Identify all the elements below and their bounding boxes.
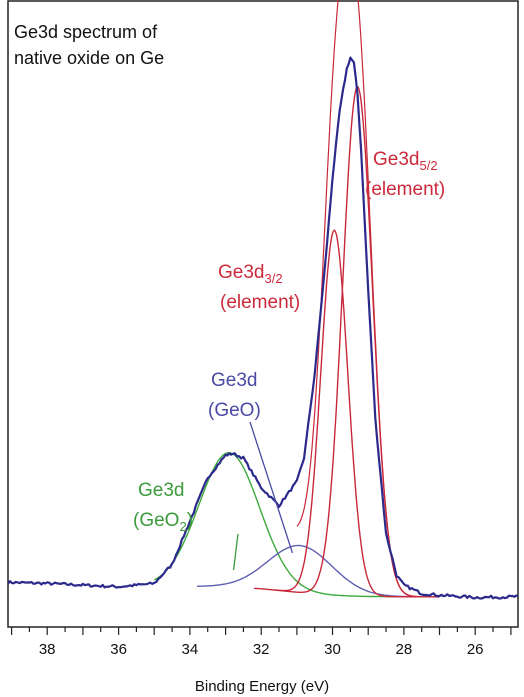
annotation-d52-main: Ge3d: [373, 149, 419, 170]
series-fit-envelope: [296, 0, 418, 598]
pointer-line-geo: [249, 421, 294, 554]
annotation-d32-main: Ge3d: [218, 262, 264, 283]
series-measured-spectrum: [7, 56, 519, 600]
chart-title-line-2: native oxide on Ge: [14, 48, 164, 68]
annotation-geo2-main: (GeO: [133, 510, 179, 531]
annotation-d32-sub: 3/2: [264, 271, 282, 286]
annotation-geo-line1: Ge3d: [211, 370, 257, 391]
annotation-geo2-line2: (GeO2): [133, 510, 193, 534]
x-axis-label: Binding Energy (eV): [195, 678, 329, 695]
pointer-lines: [232, 421, 294, 571]
annotation-geo2-tail: ): [187, 510, 193, 531]
x-tick-label: 28: [396, 641, 413, 658]
x-axis: 38 36 34 32 30 28 26: [11, 627, 512, 658]
annotation-d52-sub: 5/2: [419, 158, 437, 173]
x-tick-label: 26: [467, 641, 484, 658]
chart-title-line-1: Ge3d spectrum of: [14, 22, 158, 42]
x-tick-label: 32: [253, 641, 270, 658]
x-tick-label: 36: [110, 641, 127, 658]
x-tick-label: 30: [324, 641, 341, 658]
plot-frame: [7, 0, 519, 628]
annotation-d52-line2: (element): [365, 179, 445, 200]
annotation-geo-line2: (GeO): [208, 400, 261, 421]
x-tick-label: 38: [39, 641, 56, 658]
annotation-d52-line1: Ge3d5/2: [373, 149, 438, 173]
annotation-geo2-sub: 2: [179, 519, 186, 534]
pointer-line-geo2: [232, 533, 239, 571]
annotation-geo2-line1: Ge3d: [138, 480, 184, 501]
annotation-d32-line2: (element): [220, 292, 300, 313]
curves-layer: [7, 0, 519, 600]
x-tick-label: 34: [182, 641, 199, 658]
annotation-d32-line1: Ge3d3/2: [218, 262, 283, 286]
